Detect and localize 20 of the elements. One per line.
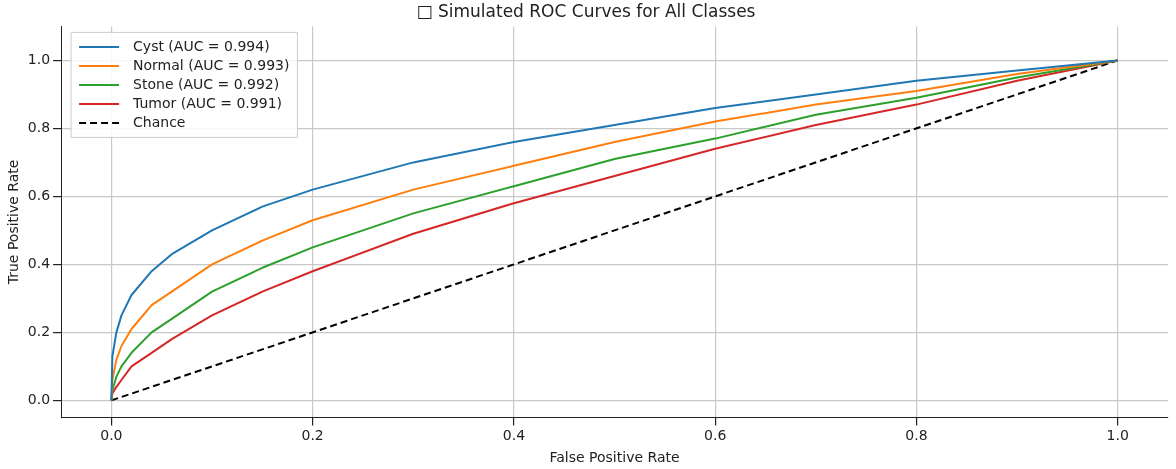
y-tick-label: 0.8	[27, 119, 51, 136]
chart-title: □ Simulated ROC Curves for All Classes	[416, 0, 756, 21]
x-tick-label: 1.0	[1106, 427, 1129, 444]
y-tick-label: 0.6	[27, 187, 51, 204]
y-tick-label: 0.4	[27, 255, 51, 272]
x-tick-label: 0.4	[502, 427, 526, 444]
legend-label: Chance	[133, 113, 186, 130]
x-tick-label: 0.8	[905, 427, 928, 444]
x-axis-title: False Positive Rate	[549, 449, 680, 466]
y-tick-label: 0.0	[27, 391, 51, 408]
y-tick-label: 0.2	[27, 323, 51, 340]
y-tick-label: 1.0	[27, 51, 51, 68]
x-tick-label: 0.0	[100, 427, 123, 444]
legend-label: Normal (AUC = 0.993)	[133, 56, 290, 73]
legend-label: Cyst (AUC = 0.994)	[133, 37, 270, 54]
x-tick-label: 0.6	[704, 427, 727, 444]
legend-label: Tumor (AUC = 0.991)	[132, 94, 283, 111]
legend-label: Stone (AUC = 0.992)	[133, 75, 280, 92]
x-tick-label: 0.2	[301, 427, 324, 444]
y-axis-title: True Positive Rate	[5, 159, 22, 286]
